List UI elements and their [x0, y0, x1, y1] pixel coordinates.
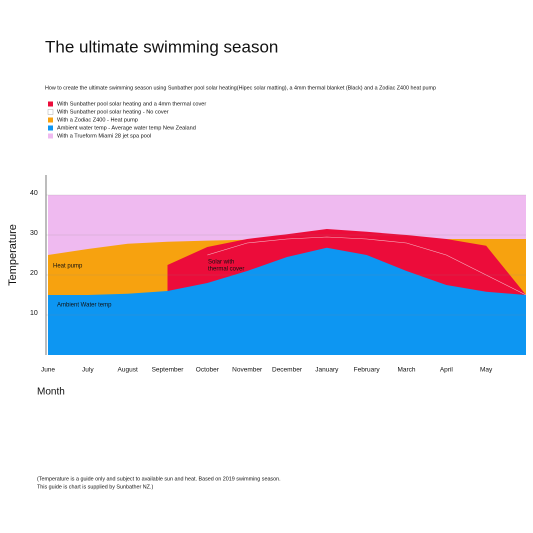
x-tick-label: February	[354, 367, 381, 374]
y-tick-label: 10	[30, 310, 38, 317]
legend-swatch	[48, 101, 53, 107]
x-tick-label: July	[82, 367, 94, 374]
x-axis-label: Month	[37, 387, 65, 398]
x-tick-label: August	[118, 367, 138, 374]
x-tick-label: November	[232, 367, 263, 374]
x-tick-label: June	[41, 367, 55, 374]
y-axis-label: Temperature	[7, 224, 19, 286]
annotation: thermal cover	[208, 267, 244, 273]
y-tick-label: 30	[30, 230, 38, 237]
chart-subtitle: How to create the ultimate swimming seas…	[45, 85, 436, 91]
x-tick-label: September	[152, 367, 185, 374]
annotation: Ambient Water temp	[57, 303, 112, 309]
y-tick-label: 20	[30, 270, 38, 277]
y-tick-label: 40	[30, 190, 38, 197]
legend-label: With Sunbather pool solar heating - No c…	[57, 109, 169, 115]
legend-swatch	[48, 117, 53, 123]
legend-label: With a Zodiac Z400 - Heat pump	[57, 117, 138, 123]
x-tick-label: December	[272, 367, 303, 374]
legend-swatch	[47, 109, 54, 115]
annotation: Solar with	[208, 260, 234, 266]
chart-title: The ultimate swimming season	[45, 37, 278, 56]
annotation: Heat pump	[53, 264, 83, 270]
legend-label: With Sunbather pool solar heating and a …	[57, 101, 206, 107]
x-tick-label: January	[315, 367, 339, 374]
x-tick-label: May	[480, 367, 493, 374]
footnote: (Temperature is a guide only and subject…	[37, 476, 281, 482]
legend-swatch	[48, 133, 53, 139]
legend-swatch	[48, 125, 53, 131]
footnote: This guide is chart is supplied by Sunba…	[37, 484, 153, 490]
series-area	[48, 247, 526, 355]
x-tick-label: April	[440, 367, 454, 374]
legend-label: With a Trueform Miami 28 jet spa pool	[57, 133, 151, 139]
x-tick-label: March	[397, 367, 415, 374]
legend-label: Ambient water temp - Average water temp …	[57, 125, 196, 131]
series-line	[207, 236, 527, 296]
x-tick-label: October	[196, 367, 220, 374]
